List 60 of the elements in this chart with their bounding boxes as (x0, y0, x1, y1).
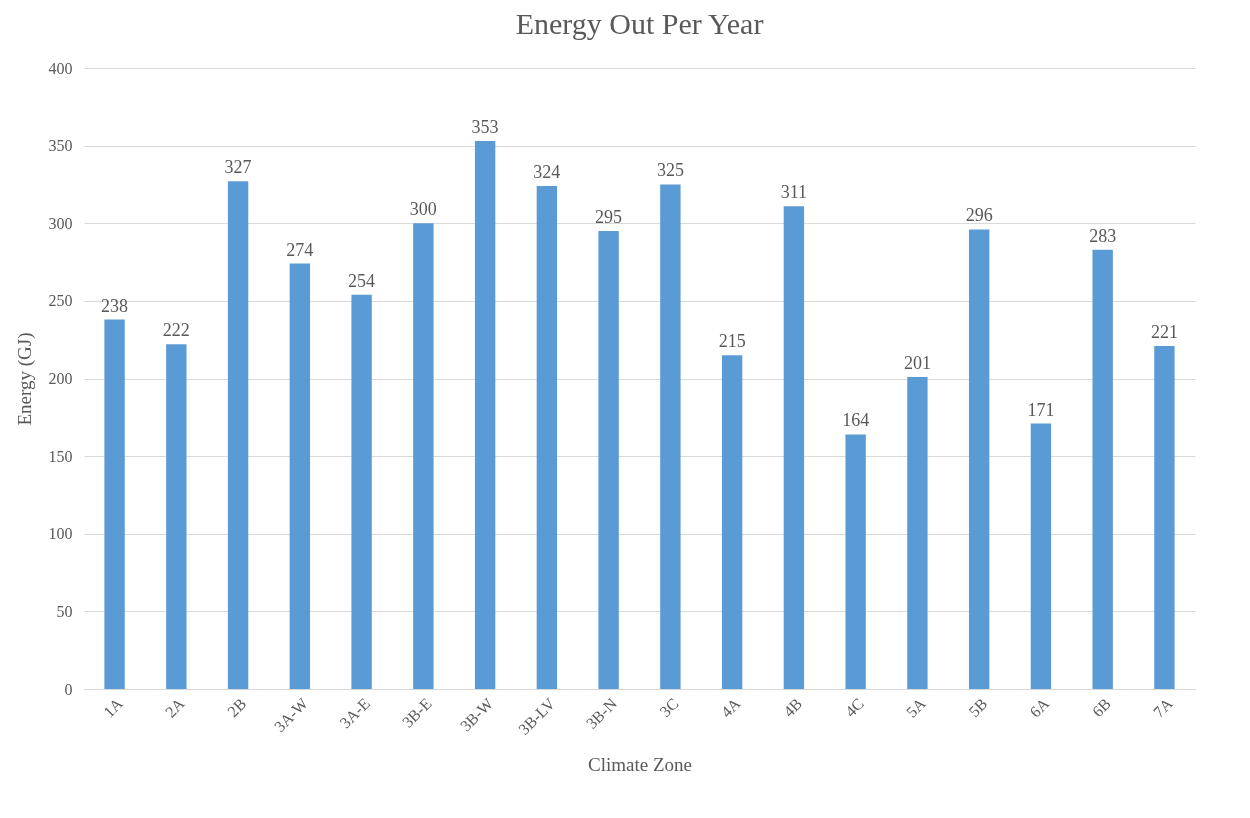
x-tick-label: 4B (779, 694, 806, 721)
bar (907, 376, 928, 689)
data-label: 327 (224, 157, 252, 178)
y-axis-title: Energy (GJ) (13, 332, 36, 426)
bar (783, 206, 805, 689)
y-tick-label: 150 (48, 447, 73, 465)
bar (536, 185, 558, 689)
data-label: 221 (1150, 321, 1178, 342)
bar (1092, 249, 1113, 689)
data-label: 215 (718, 331, 746, 352)
data-label: 201 (903, 352, 931, 373)
bar (1154, 345, 1175, 689)
bar (104, 319, 125, 689)
data-label: 296 (965, 205, 993, 226)
bar (351, 294, 372, 689)
bar (845, 434, 866, 689)
bar (1030, 423, 1052, 689)
y-tick-label: 50 (56, 602, 73, 620)
bar (413, 223, 434, 689)
data-label: 164 (842, 410, 870, 431)
y-tick-label: 350 (48, 137, 73, 155)
x-tick-label: 6A (1026, 694, 1053, 721)
x-tick-label: 7A (1149, 694, 1177, 721)
y-tick-label: 250 (48, 292, 73, 310)
data-label: 295 (595, 207, 623, 228)
x-tick-label: 4C (841, 694, 867, 721)
x-tick-label: 4A (717, 694, 744, 721)
y-tick-label: 200 (48, 370, 73, 387)
x-tick-label: 3C (656, 694, 682, 721)
data-label: 353 (471, 116, 499, 137)
bar (474, 140, 496, 689)
data-label: 325 (656, 160, 684, 181)
bar (289, 263, 311, 689)
x-tick-label: 5A (902, 694, 930, 721)
x-tick-label: 1A (100, 694, 127, 721)
x-tick-label: 6B (1088, 694, 1114, 721)
bar (227, 181, 249, 689)
data-label: 222 (162, 320, 190, 341)
bar (598, 231, 619, 689)
y-tick-label: 100 (48, 525, 73, 543)
bar (721, 355, 743, 689)
data-label: 311 (780, 182, 808, 203)
chart-title: Energy Out Per Year (515, 7, 764, 40)
data-label: 300 (409, 199, 437, 220)
data-label: 238 (101, 295, 129, 316)
bar (660, 184, 681, 689)
bar (968, 229, 990, 689)
y-tick-label: 300 (48, 214, 73, 232)
bar (166, 344, 187, 689)
data-label: 254 (348, 270, 376, 291)
data-label: 274 (286, 239, 314, 260)
x-tick-label: 2B (224, 694, 250, 721)
y-tick-label: 0 (64, 680, 73, 698)
x-tick-label: 2A (161, 694, 188, 721)
data-label: 324 (533, 161, 561, 182)
x-axis-title: Climate Zone (588, 753, 692, 775)
y-tick-label: 400 (48, 59, 73, 77)
data-label: 171 (1027, 399, 1055, 420)
x-tick-label: 5B (965, 694, 991, 721)
data-label: 283 (1089, 225, 1117, 246)
